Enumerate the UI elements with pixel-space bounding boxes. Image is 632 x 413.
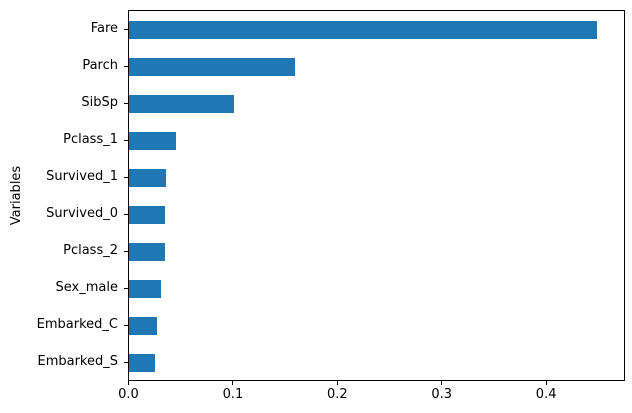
y-tick-mark <box>124 214 128 216</box>
y-tick-label-survived_0: Survived_0 <box>46 206 118 222</box>
bar-embarked_c <box>129 317 158 336</box>
bar-embarked_s <box>129 354 155 373</box>
y-tick-mark <box>124 176 128 178</box>
y-tick-mark <box>124 139 128 141</box>
y-tick-label-fare: Fare <box>90 20 118 36</box>
bar-parch <box>129 57 296 76</box>
y-tick-label-embarked_c: Embarked_C <box>36 317 118 333</box>
y-tick-mark <box>124 362 128 364</box>
x-tick-mark <box>232 381 234 385</box>
y-tick-label-parch: Parch <box>82 57 118 73</box>
y-tick-mark <box>124 65 128 67</box>
bar-pclass_2 <box>129 243 166 262</box>
x-tick-mark <box>336 381 338 385</box>
bar-survived_0 <box>129 206 166 225</box>
x-tick-mark <box>128 381 129 385</box>
y-tick-mark <box>124 288 128 290</box>
bar-survived_1 <box>129 168 167 187</box>
y-tick-mark <box>124 28 128 30</box>
plot-area <box>128 10 625 381</box>
x-tick-label-0.1: 0.1 <box>222 387 244 402</box>
y-tick-label-sex_male: Sex_male <box>55 280 118 296</box>
y-tick-label-survived_1: Survived_1 <box>46 168 118 184</box>
y-tick-label-pclass_2: Pclass_2 <box>63 243 118 259</box>
y-tick-mark <box>124 251 128 253</box>
bar-sex_male <box>129 280 162 299</box>
y-tick-label-embarked_s: Embarked_S <box>37 354 118 370</box>
y-tick-mark <box>124 102 128 104</box>
bar-pclass_1 <box>129 131 176 150</box>
y-tick-mark <box>124 325 128 327</box>
x-tick-mark <box>545 381 547 385</box>
x-tick-label-0.4: 0.4 <box>535 387 557 402</box>
y-tick-label-sibsp: SibSp <box>81 94 118 110</box>
x-tick-label-0.0: 0.0 <box>118 387 139 402</box>
x-tick-label-0.3: 0.3 <box>431 387 453 402</box>
bar-sibsp <box>129 94 235 113</box>
x-tick-mark <box>441 381 443 385</box>
y-tick-label-pclass_1: Pclass_1 <box>63 131 118 147</box>
bar-fare <box>129 20 597 39</box>
x-tick-label-0.2: 0.2 <box>326 387 348 402</box>
